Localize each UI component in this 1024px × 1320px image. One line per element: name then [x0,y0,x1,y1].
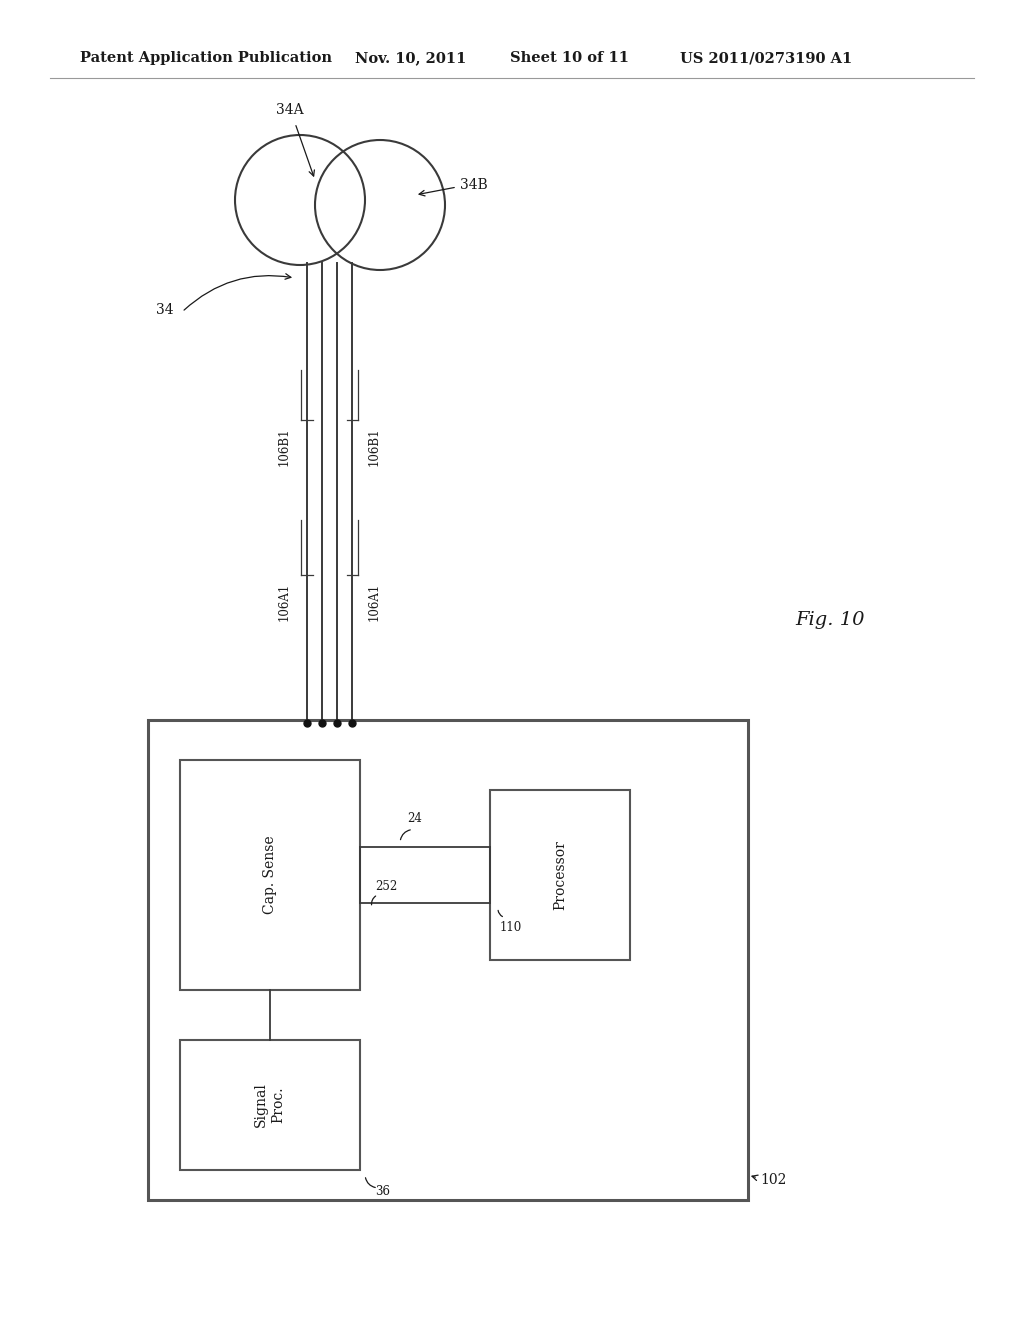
Text: Fig. 10: Fig. 10 [796,611,864,630]
Bar [180,760,360,990]
Text: 36: 36 [375,1185,390,1199]
Text: Cap. Sense: Cap. Sense [263,836,278,915]
Bar [490,789,630,960]
Bar [148,719,748,1200]
Text: Nov. 10, 2011: Nov. 10, 2011 [355,51,466,65]
Text: 252: 252 [375,879,397,892]
Text: 110: 110 [500,920,522,933]
Text: 34A: 34A [276,103,304,117]
Text: Patent Application Publication: Patent Application Publication [80,51,332,65]
Text: 34: 34 [157,304,174,317]
Text: US 2011/0273190 A1: US 2011/0273190 A1 [680,51,852,65]
Text: 106A1: 106A1 [278,583,291,622]
Text: 106B1: 106B1 [278,428,291,466]
Text: Processor: Processor [553,840,567,909]
Text: Signal
Proc.: Signal Proc. [254,1082,286,1127]
Text: 106A1: 106A1 [368,583,381,622]
Text: 34B: 34B [460,178,487,191]
Text: 102: 102 [760,1173,786,1187]
Text: 24: 24 [408,812,423,825]
Bar [180,1040,360,1170]
Text: Sheet 10 of 11: Sheet 10 of 11 [510,51,629,65]
Text: 106B1: 106B1 [368,428,381,466]
